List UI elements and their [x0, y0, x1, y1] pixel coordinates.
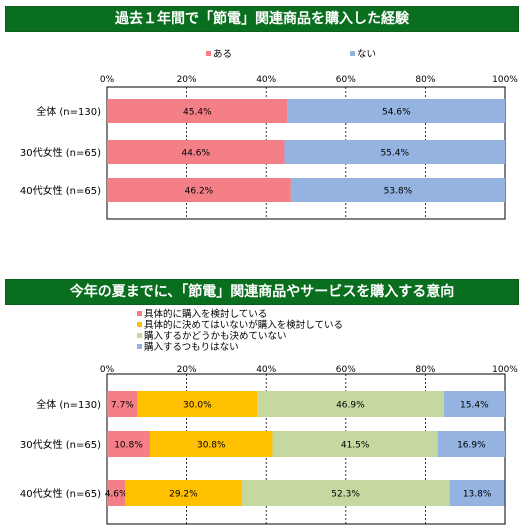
chart-panel-purchase-intent: 今年の夏までに、「節電」関連商品やサービスを購入する意向 0% 20% 40% 60%… — [0, 275, 528, 530]
bar-segment — [107, 140, 285, 164]
bar-segment — [107, 99, 288, 123]
x-tick-label: 40% — [256, 365, 276, 375]
legend-swatch — [137, 322, 142, 327]
bar-segment — [443, 391, 505, 417]
legend-label: ある — [213, 49, 232, 60]
chart-title: 今年の夏までに、「節電」関連商品やサービスを購入する意向 — [5, 279, 519, 305]
data-label: 46.2% — [185, 187, 214, 197]
x-tick-label: 100% — [492, 75, 518, 85]
bar-segment — [284, 140, 505, 164]
legend-swatch — [137, 311, 142, 316]
data-label: 29.2% — [169, 490, 198, 500]
data-label: 7.7% — [111, 401, 134, 411]
legend-swatch — [206, 51, 211, 56]
bar-segment — [272, 431, 438, 457]
bar-segment — [137, 391, 258, 417]
x-tick-label: 80% — [415, 75, 435, 85]
bar-segment — [125, 480, 242, 506]
data-label: 15.4% — [460, 401, 489, 411]
category-label: 40代女性 (n=65) — [20, 184, 101, 197]
category-label: 全体 (n=130) — [36, 105, 101, 118]
data-label: 46.9% — [336, 401, 365, 411]
legend-swatch — [137, 333, 142, 338]
x-tick-label: 60% — [336, 75, 356, 85]
legend-label: 具体的に購入を検討している — [144, 308, 267, 320]
bar-segment — [107, 391, 138, 417]
bar-segment — [437, 431, 505, 457]
legend-swatch — [137, 344, 142, 349]
legend-label: 購入するかどうかも決めていない — [144, 330, 287, 342]
data-label: 13.8% — [463, 490, 492, 500]
bar-segment — [257, 391, 444, 417]
category-label: 40代女性 (n=65) — [20, 487, 101, 500]
data-label: 4.6% — [105, 490, 128, 500]
data-label: 16.9% — [457, 441, 486, 451]
data-label: 54.6% — [382, 108, 411, 118]
bar-segment — [290, 178, 505, 202]
data-label: 44.6% — [181, 149, 210, 159]
x-tick-label: 80% — [415, 365, 435, 375]
category-label: 30代女性 (n=65) — [20, 438, 101, 451]
bar-segment — [241, 480, 450, 506]
legend-label: ない — [357, 49, 376, 60]
x-tick-label: 20% — [177, 75, 197, 85]
bar-segment — [149, 431, 273, 457]
bar-segment — [449, 480, 505, 506]
bar-segment — [107, 178, 291, 202]
chart-title: 過去１年間で「節電」関連商品を購入した経験 — [5, 6, 519, 32]
legend-label: 具体的に決めてはいないが購入を検討している — [144, 319, 343, 331]
category-label: 全体 (n=130) — [36, 398, 101, 411]
data-label: 30.8% — [197, 441, 226, 451]
bar-segment — [107, 480, 126, 506]
data-label: 10.8% — [114, 441, 143, 451]
data-label: 30.0% — [183, 401, 212, 411]
data-label: 45.4% — [183, 108, 212, 118]
data-label: 53.8% — [384, 187, 413, 197]
data-label: 52.3% — [331, 490, 360, 500]
x-tick-label: 100% — [492, 365, 518, 375]
x-tick-label: 0% — [100, 365, 115, 375]
x-tick-label: 60% — [336, 365, 356, 375]
bar-segment — [107, 431, 150, 457]
x-tick-label: 0% — [100, 75, 115, 85]
legend-label: 購入するつもりはない — [144, 341, 239, 353]
bar-segment — [287, 99, 505, 123]
purchase-intent-chart: 0% 20% 40% 60% 80% 100% 具体的に購入を検討している具体的に決めてはい… — [20, 308, 518, 525]
x-tick-label: 40% — [256, 75, 276, 85]
legend-swatch — [350, 51, 355, 56]
data-label: 41.5% — [341, 441, 370, 451]
data-label: 55.4% — [380, 149, 409, 159]
x-tick-label: 20% — [177, 365, 197, 375]
chart-panel-purchase-experience: 過去１年間で「節電」関連商品を購入した経験 0% 20% 40% 60% 80% 100%… — [0, 0, 528, 235]
category-label: 30代女性 (n=65) — [20, 146, 101, 159]
